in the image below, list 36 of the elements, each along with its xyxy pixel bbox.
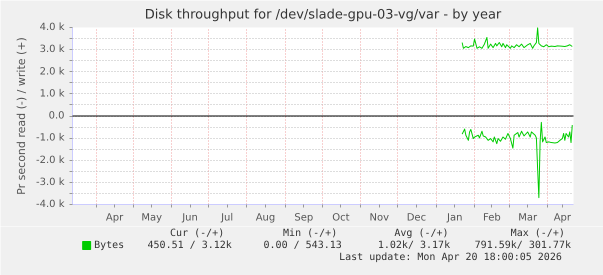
x-tick-label: Apr <box>106 212 124 224</box>
x-tick-label: Oct <box>332 212 350 224</box>
y-tick-label: -2.0 k <box>36 154 65 166</box>
x-tick-label: Aug <box>256 212 276 224</box>
line-series <box>462 122 573 198</box>
line-series <box>462 28 573 49</box>
text: Max (-/+) <box>510 228 565 239</box>
text: 450.51 / 3.12k <box>148 240 232 251</box>
text: Min (-/+) <box>283 228 338 239</box>
x-tick-label: Feb <box>483 212 501 224</box>
text: Avg (-/+) <box>394 228 449 239</box>
y-tick-label: -3.0 k <box>36 176 65 188</box>
chart-title: Disk throughput for /dev/slade-gpu-03-vg/var - by year <box>144 8 502 22</box>
x-tick-label: Mar <box>518 212 538 224</box>
text: Last update: Mon Apr 20 18:00:05 2026 <box>339 252 562 263</box>
text: 0.00 / 543.13 <box>264 240 342 251</box>
y-tick-label: 3.0 k <box>40 44 65 56</box>
x-tick-label: Sep <box>294 212 314 224</box>
y-tick-label: 0.0 <box>48 110 65 122</box>
x-tick-label: Jan <box>446 212 462 224</box>
y-tick-label: -1.0 k <box>36 132 65 144</box>
x-tick-label: Jun <box>181 212 198 224</box>
y-axis-title: Pr second read (-) / write (+) <box>15 37 28 195</box>
x-tick-label: May <box>141 212 162 224</box>
y-tick-label: 4.0 k <box>40 22 65 33</box>
text: 791.59k/ 301.77k <box>474 240 571 251</box>
x-tick-label: Jul <box>220 212 234 224</box>
text: 1.02k/ 3.17k <box>378 240 450 251</box>
y-tick-label: 1.0 k <box>40 88 65 100</box>
legend-label: Bytes <box>94 240 124 251</box>
x-tick-label: Dec <box>406 212 426 224</box>
y-tick-label: 2.0 k <box>40 66 65 78</box>
y-tick-label: -4.0 k <box>36 199 65 210</box>
text: Cur (-/+) <box>170 228 224 239</box>
x-tick-label: Apr <box>554 212 572 224</box>
x-tick-label: Nov <box>370 212 390 224</box>
